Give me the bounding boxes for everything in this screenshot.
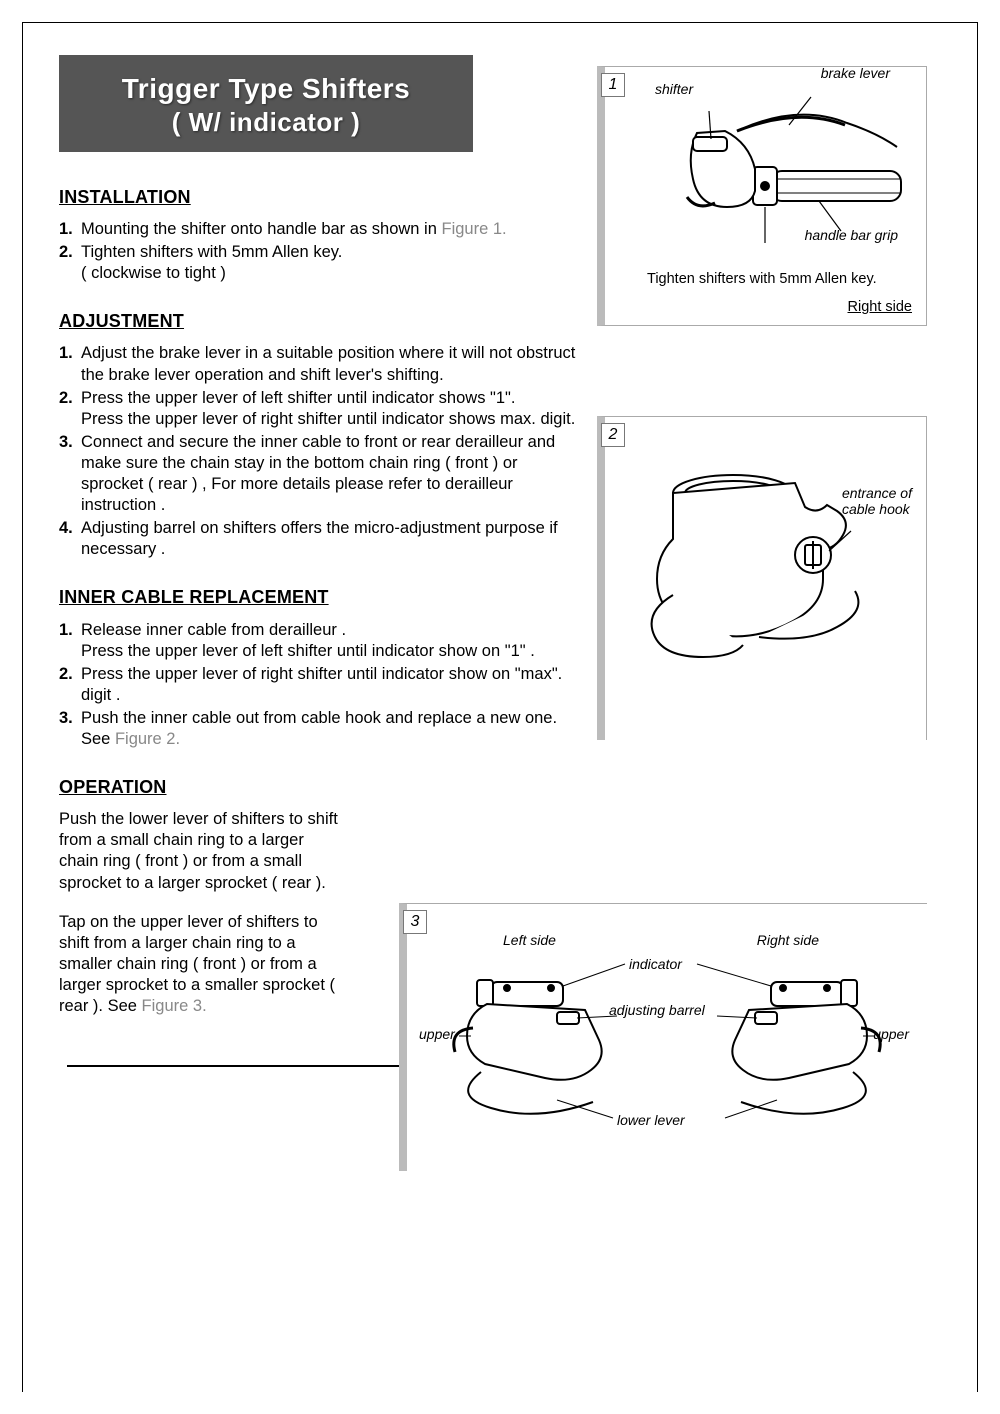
figure-1-number: 1 xyxy=(601,73,625,97)
figure-2: 2 entrance of cable hook xyxy=(597,416,927,740)
operation-p2: Tap on the upper lever of shifters to sh… xyxy=(59,912,341,1018)
item-num: 3. xyxy=(59,432,81,516)
figure-ref: Figure 2. xyxy=(115,730,180,748)
figure-ref: Figure 3. xyxy=(142,997,207,1015)
label-brake: brake lever xyxy=(821,65,890,81)
figure-3: 3 Left side Right side indicator adjusti… xyxy=(399,903,927,1171)
figure-1-drawing xyxy=(641,83,911,243)
item-body: Release inner cable from derailleur . Pr… xyxy=(81,620,579,662)
operation-text: Push the lower lever of shifters to shif… xyxy=(59,809,341,1017)
section-installation: INSTALLATION 1. Mounting the shifter ont… xyxy=(59,186,579,284)
heading-operation: OPERATION xyxy=(59,776,579,799)
heading-adjustment: ADJUSTMENT xyxy=(59,310,579,333)
install-item-2: 2. Tighten shifters with 5mm Allen key. … xyxy=(59,242,579,284)
heading-cable: INNER CABLE REPLACEMENT xyxy=(59,586,579,609)
adj-item-3: 3.Connect and secure the inner cable to … xyxy=(59,432,579,516)
adj-item-4: 4.Adjusting barrel on shifters offers th… xyxy=(59,518,579,560)
item-num: 3. xyxy=(59,708,81,750)
item-num: 4. xyxy=(59,518,81,560)
item-text: Mounting the shifter onto handle bar as … xyxy=(81,220,441,238)
item-num: 1. xyxy=(59,219,81,240)
figure-1-rightside: Right side xyxy=(848,299,912,315)
figure-2-drawing xyxy=(613,445,913,745)
item-body: Push the inner cable out from cable hook… xyxy=(81,708,579,750)
cable-item-1: 1.Release inner cable from derailleur . … xyxy=(59,620,579,662)
install-item-1: 1. Mounting the shifter onto handle bar … xyxy=(59,219,579,240)
item-body: Adjust the brake lever in a suitable pos… xyxy=(81,343,579,385)
section-cable: INNER CABLE REPLACEMENT 1.Release inner … xyxy=(59,586,579,750)
figure-1: 1 shifter brake lever handle bar grip xyxy=(597,66,927,326)
item-body: Tighten shifters with 5mm Allen key. ( c… xyxy=(81,242,579,284)
item-body: Press the upper lever of right shifter u… xyxy=(81,664,579,706)
cable-item-3: 3.Push the inner cable out from cable ho… xyxy=(59,708,579,750)
adj-item-1: 1.Adjust the brake lever in a suitable p… xyxy=(59,343,579,385)
title-sub: ( W/ indicator ) xyxy=(69,107,463,138)
item-num: 2. xyxy=(59,242,81,284)
section-adjustment: ADJUSTMENT 1.Adjust the brake lever in a… xyxy=(59,310,579,560)
page-frame: Trigger Type Shifters ( W/ indicator ) I… xyxy=(22,22,978,1392)
figure-ref: Figure 1. xyxy=(441,220,506,238)
item-body: Adjusting barrel on shifters offers the … xyxy=(81,518,579,560)
heading-installation: INSTALLATION xyxy=(59,186,579,209)
item-body: Mounting the shifter onto handle bar as … xyxy=(81,219,579,240)
item-body: Connect and secure the inner cable to fr… xyxy=(81,432,579,516)
item-num: 1. xyxy=(59,620,81,662)
item-num: 2. xyxy=(59,664,81,706)
cable-item-2: 2.Press the upper lever of right shifter… xyxy=(59,664,579,706)
figure-1-caption: Tighten shifters with 5mm Allen key. xyxy=(647,271,877,287)
operation-p1: Push the lower lever of shifters to shif… xyxy=(59,809,341,893)
figure-2-number: 2 xyxy=(601,423,625,447)
figure-3-drawing xyxy=(407,904,927,1164)
item-body: Press the upper lever of left shifter un… xyxy=(81,388,579,430)
adj-item-2: 2.Press the upper lever of left shifter … xyxy=(59,388,579,430)
title-block: Trigger Type Shifters ( W/ indicator ) xyxy=(59,55,473,152)
title-main: Trigger Type Shifters xyxy=(69,73,463,105)
item-num: 2. xyxy=(59,388,81,430)
item-num: 1. xyxy=(59,343,81,385)
